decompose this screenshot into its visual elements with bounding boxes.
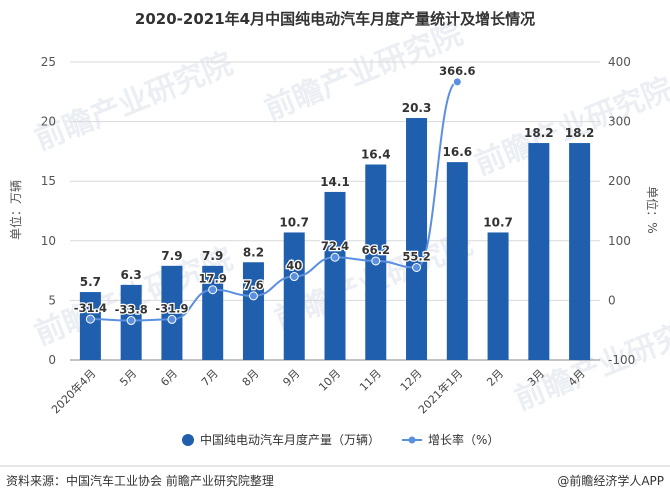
line-point — [412, 263, 422, 273]
line-value-label: 72.4 — [321, 239, 349, 253]
left-tick-label: 20 — [41, 115, 56, 129]
legend-bar-marker — [182, 434, 194, 446]
bar — [446, 162, 468, 360]
bar-value-label: 16.6 — [443, 145, 473, 159]
bar-value-label: 6.3 — [121, 268, 142, 282]
bar — [569, 143, 591, 360]
bar-value-label: 14.1 — [320, 175, 350, 189]
line-value-label: -31.4 — [74, 301, 107, 315]
bar — [79, 292, 101, 360]
right-axis: -100 0 100 200 300 400 — [608, 55, 635, 367]
line-point — [371, 256, 381, 266]
x-tick-label: 9月 — [280, 367, 302, 389]
bar-value-label: 7.9 — [202, 249, 223, 263]
line-point — [126, 316, 136, 326]
x-tick-label: 7月 — [199, 367, 221, 389]
bar — [161, 265, 183, 360]
bar — [487, 232, 509, 360]
x-tick-label: 2020年4月 — [48, 366, 98, 416]
x-tick-label: 12月 — [398, 367, 425, 394]
line-point — [85, 314, 95, 324]
bar-value-label: 18.2 — [524, 126, 554, 140]
right-tick-label: 400 — [608, 55, 631, 69]
footer-brand: @前瞻经济学人APP — [557, 473, 664, 488]
right-tick-label: 200 — [608, 174, 631, 188]
bar-value-label: 18.2 — [565, 126, 595, 140]
left-tick-label: 0 — [48, 353, 56, 367]
right-tick-label: 0 — [608, 293, 616, 307]
right-axis-label: 单位：% — [645, 186, 660, 233]
x-tick-label: 2021年1月 — [415, 366, 465, 416]
line-value-label: 7.6 — [243, 278, 263, 292]
legend-line-marker — [408, 436, 416, 444]
bar-series: 5.7 6.3 7.9 7.9 8.2 10.7 14.1 16.4 20.3 16.6 10.7 1… — [79, 101, 595, 360]
line-value-label: 40 — [286, 259, 302, 273]
left-axis: 0 5 10 15 20 25 — [41, 55, 56, 367]
bar — [242, 262, 264, 360]
bar-value-label: 10.7 — [483, 215, 513, 229]
line-point — [330, 252, 340, 262]
x-tick-label: 8月 — [240, 367, 262, 389]
line-value-label: 55.2 — [402, 250, 430, 264]
line-value-label: -33.8 — [115, 303, 148, 317]
legend-bar-label: 中国纯电动汽车月度产量（万辆） — [200, 432, 380, 447]
bar — [528, 143, 550, 360]
bar-value-label: 16.4 — [361, 148, 391, 162]
right-tick-label: 100 — [608, 234, 631, 248]
left-tick-label: 15 — [41, 174, 56, 188]
bar — [406, 118, 428, 360]
bar-value-label: 5.7 — [80, 275, 101, 289]
chart-title: 2020-2021年4月中国纯电动汽车月度产量统计及增长情况 — [135, 10, 535, 28]
line-point — [248, 291, 258, 301]
line-point — [208, 285, 218, 295]
bar-value-label: 7.9 — [161, 249, 182, 263]
bar — [283, 232, 305, 360]
x-tick-label: 10月 — [316, 367, 343, 394]
left-axis-label: 单位：万辆 — [8, 180, 23, 240]
bar-value-label: 20.3 — [402, 101, 432, 115]
line-point — [289, 272, 299, 282]
bar-value-label: 10.7 — [279, 215, 309, 229]
x-tick-label: 2月 — [484, 367, 506, 389]
line-value-label: 17.9 — [199, 272, 227, 286]
legend: 中国纯电动汽车月度产量（万辆） 增长率（%） — [182, 432, 499, 447]
watermark-text: 前瞻产业研究院 — [260, 16, 468, 127]
line-point — [167, 314, 177, 324]
left-tick-label: 25 — [41, 55, 56, 69]
x-tick-label: 6月 — [158, 367, 180, 389]
bar-value-label: 8.2 — [243, 245, 264, 259]
left-tick-label: 5 — [48, 293, 56, 307]
footer-source: 资料来源：中国汽车工业协会 前瞻产业研究院整理 — [6, 473, 274, 488]
line-value-label: -31.9 — [155, 301, 188, 315]
watermark-text: 前瞻产业研究院 — [30, 46, 238, 157]
left-tick-label: 10 — [41, 234, 56, 248]
right-tick-label: -100 — [608, 353, 635, 367]
right-tick-label: 300 — [608, 115, 631, 129]
legend-line-label: 增长率（%） — [428, 432, 499, 447]
line-value-label: 366.6 — [439, 64, 475, 78]
line-series: -31.4 -33.8 -31.9 17.9 7.6 40 72.4 66.2 55.2 366.… — [73, 63, 477, 326]
x-tick-label: 5月 — [117, 367, 139, 389]
line-point — [452, 77, 462, 87]
x-tick-label: 11月 — [357, 367, 384, 394]
line-value-label: 66.2 — [362, 243, 390, 257]
bar — [324, 191, 346, 360]
